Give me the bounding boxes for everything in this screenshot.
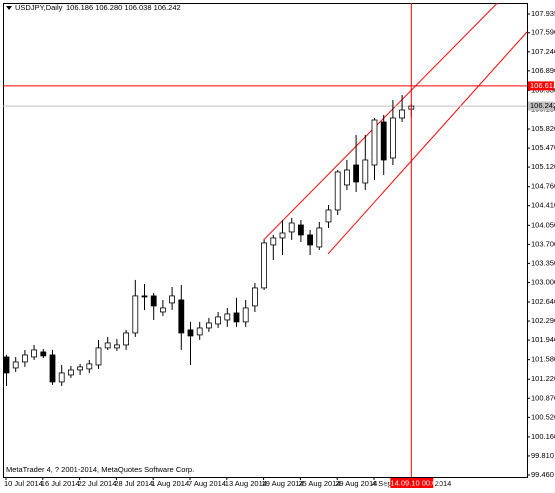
y-tick-label: 99.810 [531, 451, 554, 460]
y-tick-label: 101.580 [531, 355, 555, 364]
crosshair-price-box [528, 81, 554, 91]
y-tick-label: 100.520 [531, 412, 555, 421]
candle-body [399, 109, 406, 119]
x-tick-label: 25 Aug 2014 [298, 479, 340, 488]
candle-body [251, 287, 258, 307]
y-tick-label: 101.220 [531, 374, 555, 383]
y-tick-label: 105.820 [531, 124, 555, 133]
candle-body [132, 295, 139, 334]
candle-body [316, 227, 323, 248]
y-tick-label: 99.460 [531, 470, 554, 479]
y-tick-label: 107.240 [531, 47, 555, 56]
bid-label-box [528, 101, 554, 111]
candle-body [233, 312, 240, 323]
chart-title: USDJPY,Daily [15, 3, 63, 12]
x-tick-label: 13 Aug 2014 [225, 479, 267, 488]
candle-body [159, 307, 166, 313]
candle-body [31, 349, 38, 358]
y-tick-label: 103.700 [531, 239, 555, 248]
y-tick-label: 103.000 [531, 277, 555, 286]
candle-body [49, 354, 56, 383]
candle-body [325, 209, 332, 223]
plot [3, 3, 527, 477]
candle-body [3, 356, 10, 374]
candle-body [40, 351, 47, 357]
y-tick-label: 106.890 [531, 66, 555, 75]
candle-body [215, 316, 222, 325]
candle-body [150, 295, 157, 307]
candle-body [362, 159, 369, 184]
candle-body [270, 237, 277, 246]
candle-body [242, 307, 249, 323]
y-tick-label: 100.160 [531, 432, 555, 441]
menu-triangle [6, 6, 12, 10]
x-tick-label: 22 Jul 2014 [78, 479, 117, 488]
y-tick-label: 104.760 [531, 182, 555, 191]
candle-body [205, 322, 212, 329]
candle-body [224, 313, 231, 321]
candle-body [169, 295, 176, 304]
crosshair-price-label: 106.613 [530, 81, 555, 90]
candle-body [307, 234, 314, 246]
candle-body [343, 169, 350, 186]
x-tick-label: 16 Jul 2014 [41, 479, 80, 488]
candle-body [141, 295, 148, 298]
plot-frame [3, 3, 528, 478]
y-tick-label: 107.935 [531, 9, 555, 18]
candle-body [95, 347, 102, 366]
x-tick-label: 7 Aug 2014 [188, 479, 226, 488]
crosshair-time-label: 2014.09.10 00:00 [382, 478, 440, 487]
y-tick-label: 104.410 [531, 201, 555, 210]
y-tick-label: 105.120 [531, 162, 555, 171]
y-tick-label: 105.470 [531, 143, 555, 152]
x-tick-label: 29 Aug 2014 [335, 479, 377, 488]
candle-body [389, 117, 396, 159]
candle-body [334, 171, 341, 211]
y-tick-label: 102.290 [531, 316, 555, 325]
y-tick-label: 107.590 [531, 28, 555, 37]
candle-body [297, 224, 304, 236]
candle-body [288, 222, 295, 233]
candle-body [279, 232, 286, 239]
candle-body [77, 366, 83, 371]
ohlc-info: 106.186 106.280 106.038 106.242 [66, 3, 181, 12]
x-tick-label: 28 Jul 2014 [114, 479, 153, 488]
candle-body [123, 332, 129, 346]
candle-body [178, 299, 185, 334]
candle-body [104, 342, 111, 349]
candle-body [380, 121, 387, 161]
crosshair-time-box [390, 478, 434, 488]
candle-body [12, 361, 19, 369]
x-tick-label: 1 Aug 2014 [151, 479, 189, 488]
bid-label: 106.242 [530, 101, 555, 110]
y-tick-label: 100.870 [531, 393, 555, 402]
candle-body [114, 344, 120, 349]
candle-body [353, 164, 360, 183]
candle-body [371, 119, 378, 166]
candle-body [261, 242, 268, 289]
candle-body [196, 327, 203, 336]
y-tick-label: 102.640 [531, 297, 555, 306]
y-tick-label: 104.050 [531, 220, 555, 229]
candle-body [187, 329, 194, 337]
footer: MetaTrader 4, ? 2001-2014, MetaQuotes So… [6, 465, 194, 474]
candle-body [68, 369, 74, 376]
candle-body [86, 363, 93, 370]
candle-body [21, 354, 28, 363]
y-tick-label: 103.350 [531, 258, 555, 267]
y-tick-label: 101.940 [531, 335, 555, 344]
x-tick-label: 10 Jul 2014 [4, 479, 43, 488]
trendline [327, 31, 527, 255]
x-tick-label: 19 Aug 2014 [262, 479, 304, 488]
candle-body [58, 372, 65, 383]
